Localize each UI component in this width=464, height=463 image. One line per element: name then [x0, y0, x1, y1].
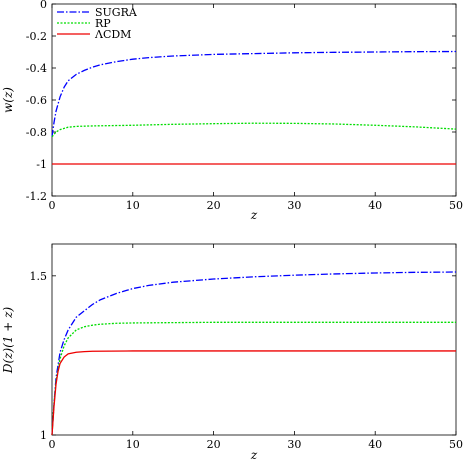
y-axis-label: D(z)(1 + z)	[1, 307, 15, 375]
x-tick-label: 40	[368, 438, 382, 451]
x-tick-label: 50	[449, 199, 463, 212]
y-tick-label: -0.4	[26, 62, 47, 75]
x-tick-label: 0	[49, 199, 56, 212]
x-tick-label: 40	[368, 199, 382, 212]
y-tick-label: 1.5	[30, 270, 48, 283]
x-tick-label: 30	[287, 199, 301, 212]
x-tick-label: 10	[126, 199, 140, 212]
x-axis-label: z	[250, 208, 258, 222]
y-tick-label: -1.2	[26, 190, 47, 203]
series-line-rp	[51, 321, 456, 436]
legend-label: ΛCDM	[94, 28, 131, 41]
x-tick-label: 10	[126, 438, 140, 451]
y-tick-label: -0.2	[26, 30, 47, 43]
y-tick-label: 0	[40, 0, 47, 11]
x-ticks: 0 10 20 30 40 50	[49, 4, 463, 212]
x-tick-label: 50	[449, 438, 463, 451]
legend-label: RP	[95, 17, 111, 30]
series-line-rp	[51, 122, 457, 138]
x-tick-label: 20	[207, 199, 221, 212]
y-ticks: 11.5	[30, 270, 456, 442]
series-layer	[51, 271, 457, 436]
series-line-sugra	[51, 271, 457, 436]
y-tick-label: -0.6	[26, 94, 47, 107]
plot-frame	[51, 243, 457, 436]
panel-growth: 0 10 20 30 40 50 11.5 z D(z)(1 + z)	[1, 243, 463, 462]
y-tick-label: -1	[36, 158, 47, 171]
series-line-cdm	[51, 350, 456, 436]
series-line-sugra	[51, 50, 457, 137]
y-ticks: 0 -0.2 -0.4 -0.6 -0.8 -1 -1.2	[26, 0, 456, 203]
y-axis-label: w(z)	[1, 87, 15, 113]
x-tick-label: 30	[287, 438, 301, 451]
panel-w-z: 0 10 20 30 40 50 0 -0.2 -0.4 -0.6 -0.8 -1 -1.2 z w(…	[1, 0, 463, 222]
x-tick-label: 20	[207, 438, 221, 451]
x-axis-label: z	[250, 448, 258, 462]
y-tick-label: -0.8	[26, 126, 47, 139]
series-layer	[51, 50, 457, 165]
y-tick-label: 1	[40, 429, 47, 442]
legend-label: SUGRA	[95, 6, 138, 19]
x-ticks: 0 10 20 30 40 50	[49, 244, 463, 451]
x-tick-label: 0	[49, 438, 56, 451]
